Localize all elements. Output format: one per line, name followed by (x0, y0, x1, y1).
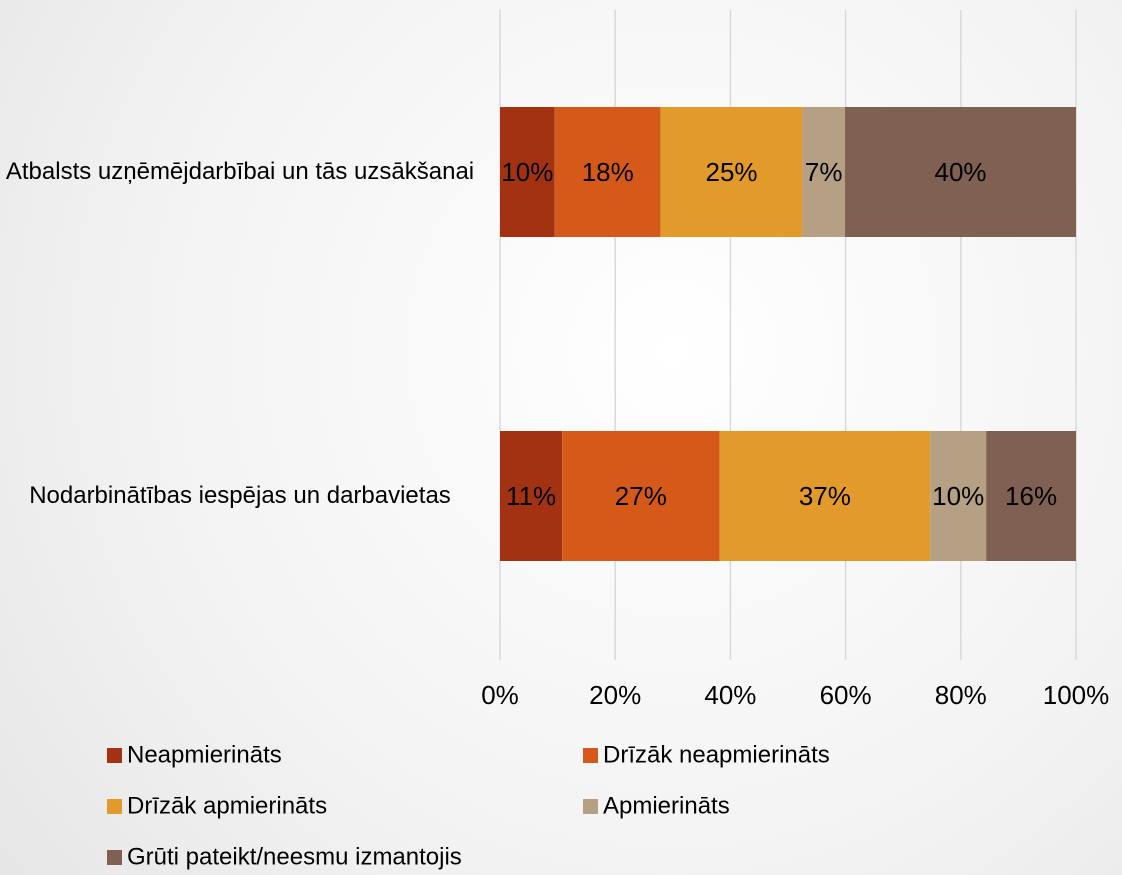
data-label: 40% (934, 157, 986, 187)
legend-swatch (107, 850, 122, 865)
x-tick-label: 20% (589, 680, 641, 710)
bar-segment (500, 107, 555, 237)
legend-swatch (583, 748, 598, 763)
legend-label: Neapmierināts (127, 741, 282, 768)
legend-label: Grūti pateikt/neesmu izmantojis (127, 843, 462, 870)
legend-label: Apmierināts (603, 792, 730, 819)
legend-label: Drīzāk apmierināts (127, 792, 327, 819)
x-tick-label: 100% (1043, 680, 1110, 710)
data-label: 18% (582, 157, 634, 187)
x-tick-label: 0% (481, 680, 519, 710)
category-label: Nodarbinātības iespējas un darbavietas (29, 482, 451, 509)
data-label: 25% (706, 157, 758, 187)
category-label: Atbalsts uzņēmējdarbībai un tās uzsākšan… (5, 158, 475, 185)
legend-swatch (107, 799, 122, 814)
bar-segment (500, 431, 563, 561)
bar-segment (802, 107, 846, 237)
data-label: 10% (501, 157, 553, 187)
data-label: 10% (932, 481, 984, 511)
bar-segment (554, 107, 661, 237)
bar-segment (986, 431, 1076, 561)
data-label: 7% (805, 157, 843, 187)
legend-swatch (107, 748, 122, 763)
data-label: 37% (799, 481, 851, 511)
bar-segment (719, 431, 931, 561)
data-label: 16% (1005, 481, 1057, 511)
bar-segment (930, 431, 987, 561)
x-tick-label: 80% (935, 680, 987, 710)
legend-label: Drīzāk neapmierināts (603, 741, 830, 768)
legend-swatch (583, 799, 598, 814)
bar-segment (562, 431, 720, 561)
bar-segment (660, 107, 803, 237)
data-label: 11% (506, 481, 556, 511)
data-label: 27% (615, 481, 667, 511)
x-tick-label: 60% (820, 680, 872, 710)
bar-segment (845, 107, 1076, 237)
x-tick-label: 40% (704, 680, 756, 710)
